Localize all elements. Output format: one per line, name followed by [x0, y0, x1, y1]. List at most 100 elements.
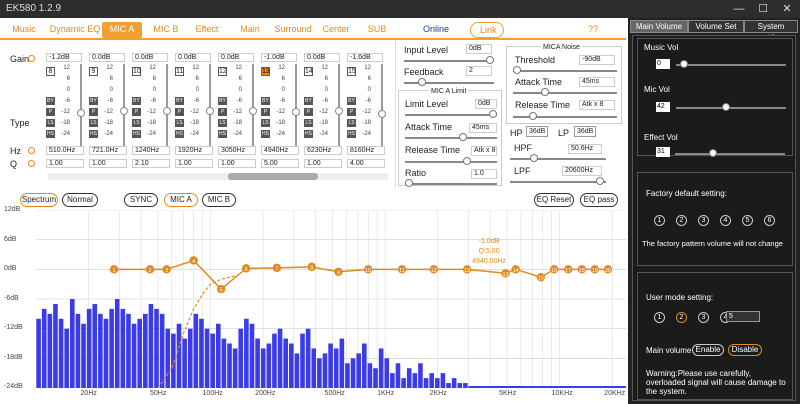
link-button[interactable]: Link — [470, 22, 504, 38]
band-number-checkbox[interactable]: 15 — [347, 67, 356, 76]
user-preset-button[interactable]: 1 — [654, 312, 665, 323]
factory-preset-button[interactable]: 2 — [676, 215, 687, 226]
gain-link-toggle[interactable] — [28, 55, 35, 62]
filter-type-button[interactable]: LS — [175, 119, 184, 127]
band-gain-value[interactable]: 0.0dB — [304, 53, 340, 62]
ratio-slider[interactable] — [405, 183, 497, 185]
help-button[interactable]: ?? — [587, 24, 598, 34]
noise-release-slider[interactable] — [513, 116, 617, 118]
band-number-checkbox[interactable]: 12 — [218, 67, 227, 76]
band-gain-knob[interactable] — [378, 109, 386, 118]
filter-type-button[interactable]: BY — [218, 97, 227, 105]
band-q-value[interactable]: 5.00 — [261, 159, 299, 168]
filter-type-button[interactable]: P — [218, 108, 227, 116]
filter-type-button[interactable]: LS — [347, 119, 356, 127]
input-level-slider[interactable] — [404, 60, 494, 62]
filter-type-button[interactable]: BY — [175, 97, 184, 105]
factory-preset-button[interactable]: 1 — [654, 215, 665, 226]
band-freq-value[interactable]: 6230Hz — [304, 146, 342, 155]
filter-type-button[interactable]: BY — [89, 97, 98, 105]
band-gain-value[interactable]: 0.0dB — [132, 53, 168, 62]
filter-type-button[interactable]: LS — [218, 119, 227, 127]
threshold-knob[interactable] — [513, 66, 521, 74]
q-link-toggle[interactable] — [28, 160, 35, 167]
effect-vol-value[interactable]: 31 — [656, 147, 670, 157]
band-freq-value[interactable]: 1240Hz — [132, 146, 170, 155]
tab-effect[interactable]: Effect — [195, 24, 219, 34]
feedback-slider[interactable] — [404, 82, 494, 84]
noise-release-knob[interactable] — [529, 112, 537, 120]
music-vol-slider[interactable] — [676, 64, 786, 66]
filter-type-button[interactable]: HS — [132, 130, 141, 138]
noise-release-value[interactable]: Atk x 8 — [579, 100, 615, 110]
eq-pass-button[interactable]: EQ pass — [580, 193, 618, 207]
effect-vol-slider[interactable] — [675, 153, 785, 155]
band-freq-value[interactable]: 721.0Hz — [89, 146, 127, 155]
eq-reset-button[interactable]: EQ Reset — [534, 193, 574, 207]
band-gain-value[interactable]: -1.6dB — [347, 53, 383, 62]
factory-preset-button[interactable]: 4 — [720, 215, 731, 226]
tab-system-setting[interactable]: System setting — [744, 20, 798, 42]
band-number-checkbox[interactable]: 10 — [132, 67, 141, 76]
band-number-checkbox[interactable]: 9 — [89, 67, 98, 76]
band-q-value[interactable]: 1.00 — [175, 159, 213, 168]
limit-attack-slider[interactable] — [405, 137, 497, 139]
band-gain-knob[interactable] — [77, 109, 85, 118]
limit-level-knob[interactable] — [489, 110, 497, 118]
feedback-knob[interactable] — [418, 78, 426, 86]
filter-type-button[interactable]: HS — [261, 130, 270, 138]
music-vol-knob[interactable] — [680, 60, 689, 68]
sync-button[interactable]: SYNC — [124, 193, 158, 207]
lpf-slider[interactable] — [510, 181, 606, 183]
filter-type-button[interactable]: LS — [89, 119, 98, 127]
tab-mic-b[interactable]: MIC B — [153, 24, 179, 34]
band-q-value[interactable]: 1.00 — [304, 159, 342, 168]
effect-vol-knob[interactable] — [709, 149, 718, 157]
band-gain-value[interactable]: 0.0dB — [89, 53, 125, 62]
band-freq-value[interactable]: 4940Hz — [261, 146, 299, 155]
mic-vol-knob[interactable] — [721, 103, 730, 111]
factory-preset-button[interactable]: 5 — [742, 215, 753, 226]
band-q-value[interactable]: 1.00 — [89, 159, 127, 168]
filter-type-button[interactable]: P — [304, 108, 313, 116]
filter-type-button[interactable]: P — [46, 108, 55, 116]
tab-sub[interactable]: SUB — [367, 24, 387, 34]
filter-type-button[interactable]: P — [175, 108, 184, 116]
limit-level-slider[interactable] — [405, 114, 497, 116]
minimize-icon[interactable]: — — [733, 3, 745, 15]
band-number-checkbox[interactable]: 8 — [46, 67, 55, 76]
band-q-value[interactable]: 1.00 — [46, 159, 84, 168]
normal-button[interactable]: Normal — [62, 193, 98, 207]
noise-attack-slider[interactable] — [513, 92, 617, 94]
filter-type-button[interactable]: LS — [304, 119, 313, 127]
ratio-value[interactable]: 1.0 — [471, 169, 497, 179]
input-level-value[interactable]: 0dB — [466, 44, 492, 54]
filter-type-button[interactable]: BY — [304, 97, 313, 105]
filter-type-button[interactable]: HS — [218, 130, 227, 138]
filter-type-button[interactable]: LS — [46, 119, 55, 127]
filter-type-button[interactable]: HS — [46, 130, 55, 138]
filter-type-button[interactable]: BY — [46, 97, 55, 105]
band-gain-value[interactable]: 0.0dB — [175, 53, 211, 62]
eq-band-scrollbar[interactable] — [48, 173, 388, 180]
user-preset-button[interactable]: 2 — [676, 312, 687, 323]
band-gain-knob[interactable] — [249, 106, 257, 115]
feedback-value[interactable]: 2 — [466, 66, 492, 76]
band-gain-knob[interactable] — [335, 106, 343, 115]
hz-link-toggle[interactable] — [28, 147, 35, 154]
band-gain-fader[interactable] — [80, 64, 82, 154]
filter-type-button[interactable]: HS — [175, 130, 184, 138]
hp-slope-select[interactable]: 36dB — [526, 126, 548, 137]
spectrum-button[interactable]: Spectrum — [20, 193, 58, 207]
enable-button[interactable]: Enable — [692, 344, 724, 356]
tab-dynamic-eq[interactable]: Dynamic EQ — [49, 24, 101, 34]
band-gain-knob[interactable] — [163, 106, 171, 115]
band-gain-fader[interactable] — [381, 64, 383, 154]
maximize-icon[interactable]: ☐ — [758, 3, 768, 15]
band-number-checkbox[interactable]: 11 — [175, 67, 184, 76]
tab-mic-a[interactable]: MIC A — [102, 22, 142, 38]
limit-attack-knob[interactable] — [459, 133, 467, 141]
mic-vol-slider[interactable] — [676, 107, 786, 109]
scroll-thumb[interactable] — [228, 173, 318, 180]
